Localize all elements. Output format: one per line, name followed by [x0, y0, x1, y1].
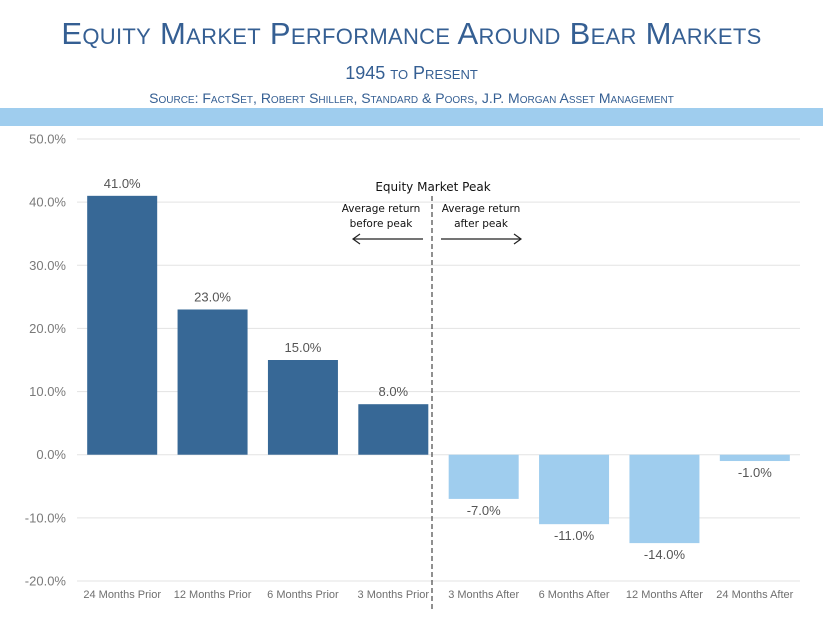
data-label: -14.0% [644, 547, 686, 562]
y-tick-label: 50.0% [29, 132, 66, 147]
before-peak-label-line2: before peak [350, 218, 414, 230]
x-category-label: 12 Months Prior [174, 589, 252, 601]
data-label: -1.0% [738, 465, 772, 480]
title-block: Equity Market Performance Around Bear Ma… [0, 0, 823, 108]
data-label: 23.0% [194, 289, 231, 304]
x-category-label: 6 Months After [539, 589, 610, 601]
x-category-label: 3 Months Prior [358, 589, 430, 601]
right-arrow-icon [441, 233, 523, 245]
y-tick-label: 20.0% [29, 321, 66, 336]
x-category-label: 24 Months Prior [83, 589, 161, 601]
data-labels: 41.0% 23.0% 15.0% 8.0% -7.0% -11.0% -14.0% -1.0… [104, 176, 772, 562]
bar [358, 404, 429, 455]
y-tick-label: 30.0% [29, 258, 66, 273]
bars [87, 195, 790, 544]
data-label: -7.0% [467, 503, 501, 518]
x-category-label: 12 Months After [626, 589, 703, 601]
equity-peak-label: Equity Market Peak [375, 180, 490, 194]
x-axis-labels: 24 Months Prior 12 Months Prior 6 Months P… [83, 589, 793, 601]
data-label: 8.0% [378, 384, 408, 399]
x-category-label: 3 Months After [448, 589, 519, 601]
left-arrow-icon [351, 233, 423, 245]
chart-subtitle: 1945 to Present [345, 63, 478, 83]
data-label: 15.0% [285, 340, 322, 355]
after-peak-label-line2: after peak [454, 218, 509, 230]
after-peak-label-line1: Average return [442, 203, 521, 215]
header-band [0, 108, 823, 126]
data-label: 41.0% [104, 176, 141, 191]
bar [267, 360, 338, 455]
data-label: -11.0% [554, 528, 595, 543]
y-tick-label: 0.0% [36, 447, 66, 462]
chart-title: Equity Market Performance Around Bear Ma… [61, 16, 762, 51]
before-peak-label-line1: Average return [342, 203, 421, 215]
y-axis-ticks: 50.0% 40.0% 30.0% 20.0% 10.0% 0.0% -10.0% -20.0… [25, 132, 67, 589]
bar [719, 454, 790, 462]
y-tick-label: 10.0% [29, 384, 66, 399]
y-tick-label: -10.0% [25, 510, 67, 525]
bar [539, 454, 610, 525]
bar [629, 454, 700, 544]
chart-source: Source: FactSet, Robert Shiller, Standar… [149, 90, 674, 106]
x-category-label: 24 Months After [716, 589, 793, 601]
y-tick-label: 40.0% [29, 195, 66, 210]
y-tick-label: -20.0% [25, 574, 67, 589]
bar [87, 195, 158, 455]
bar [177, 309, 248, 455]
bar [448, 454, 519, 499]
x-category-label: 6 Months Prior [267, 589, 339, 601]
